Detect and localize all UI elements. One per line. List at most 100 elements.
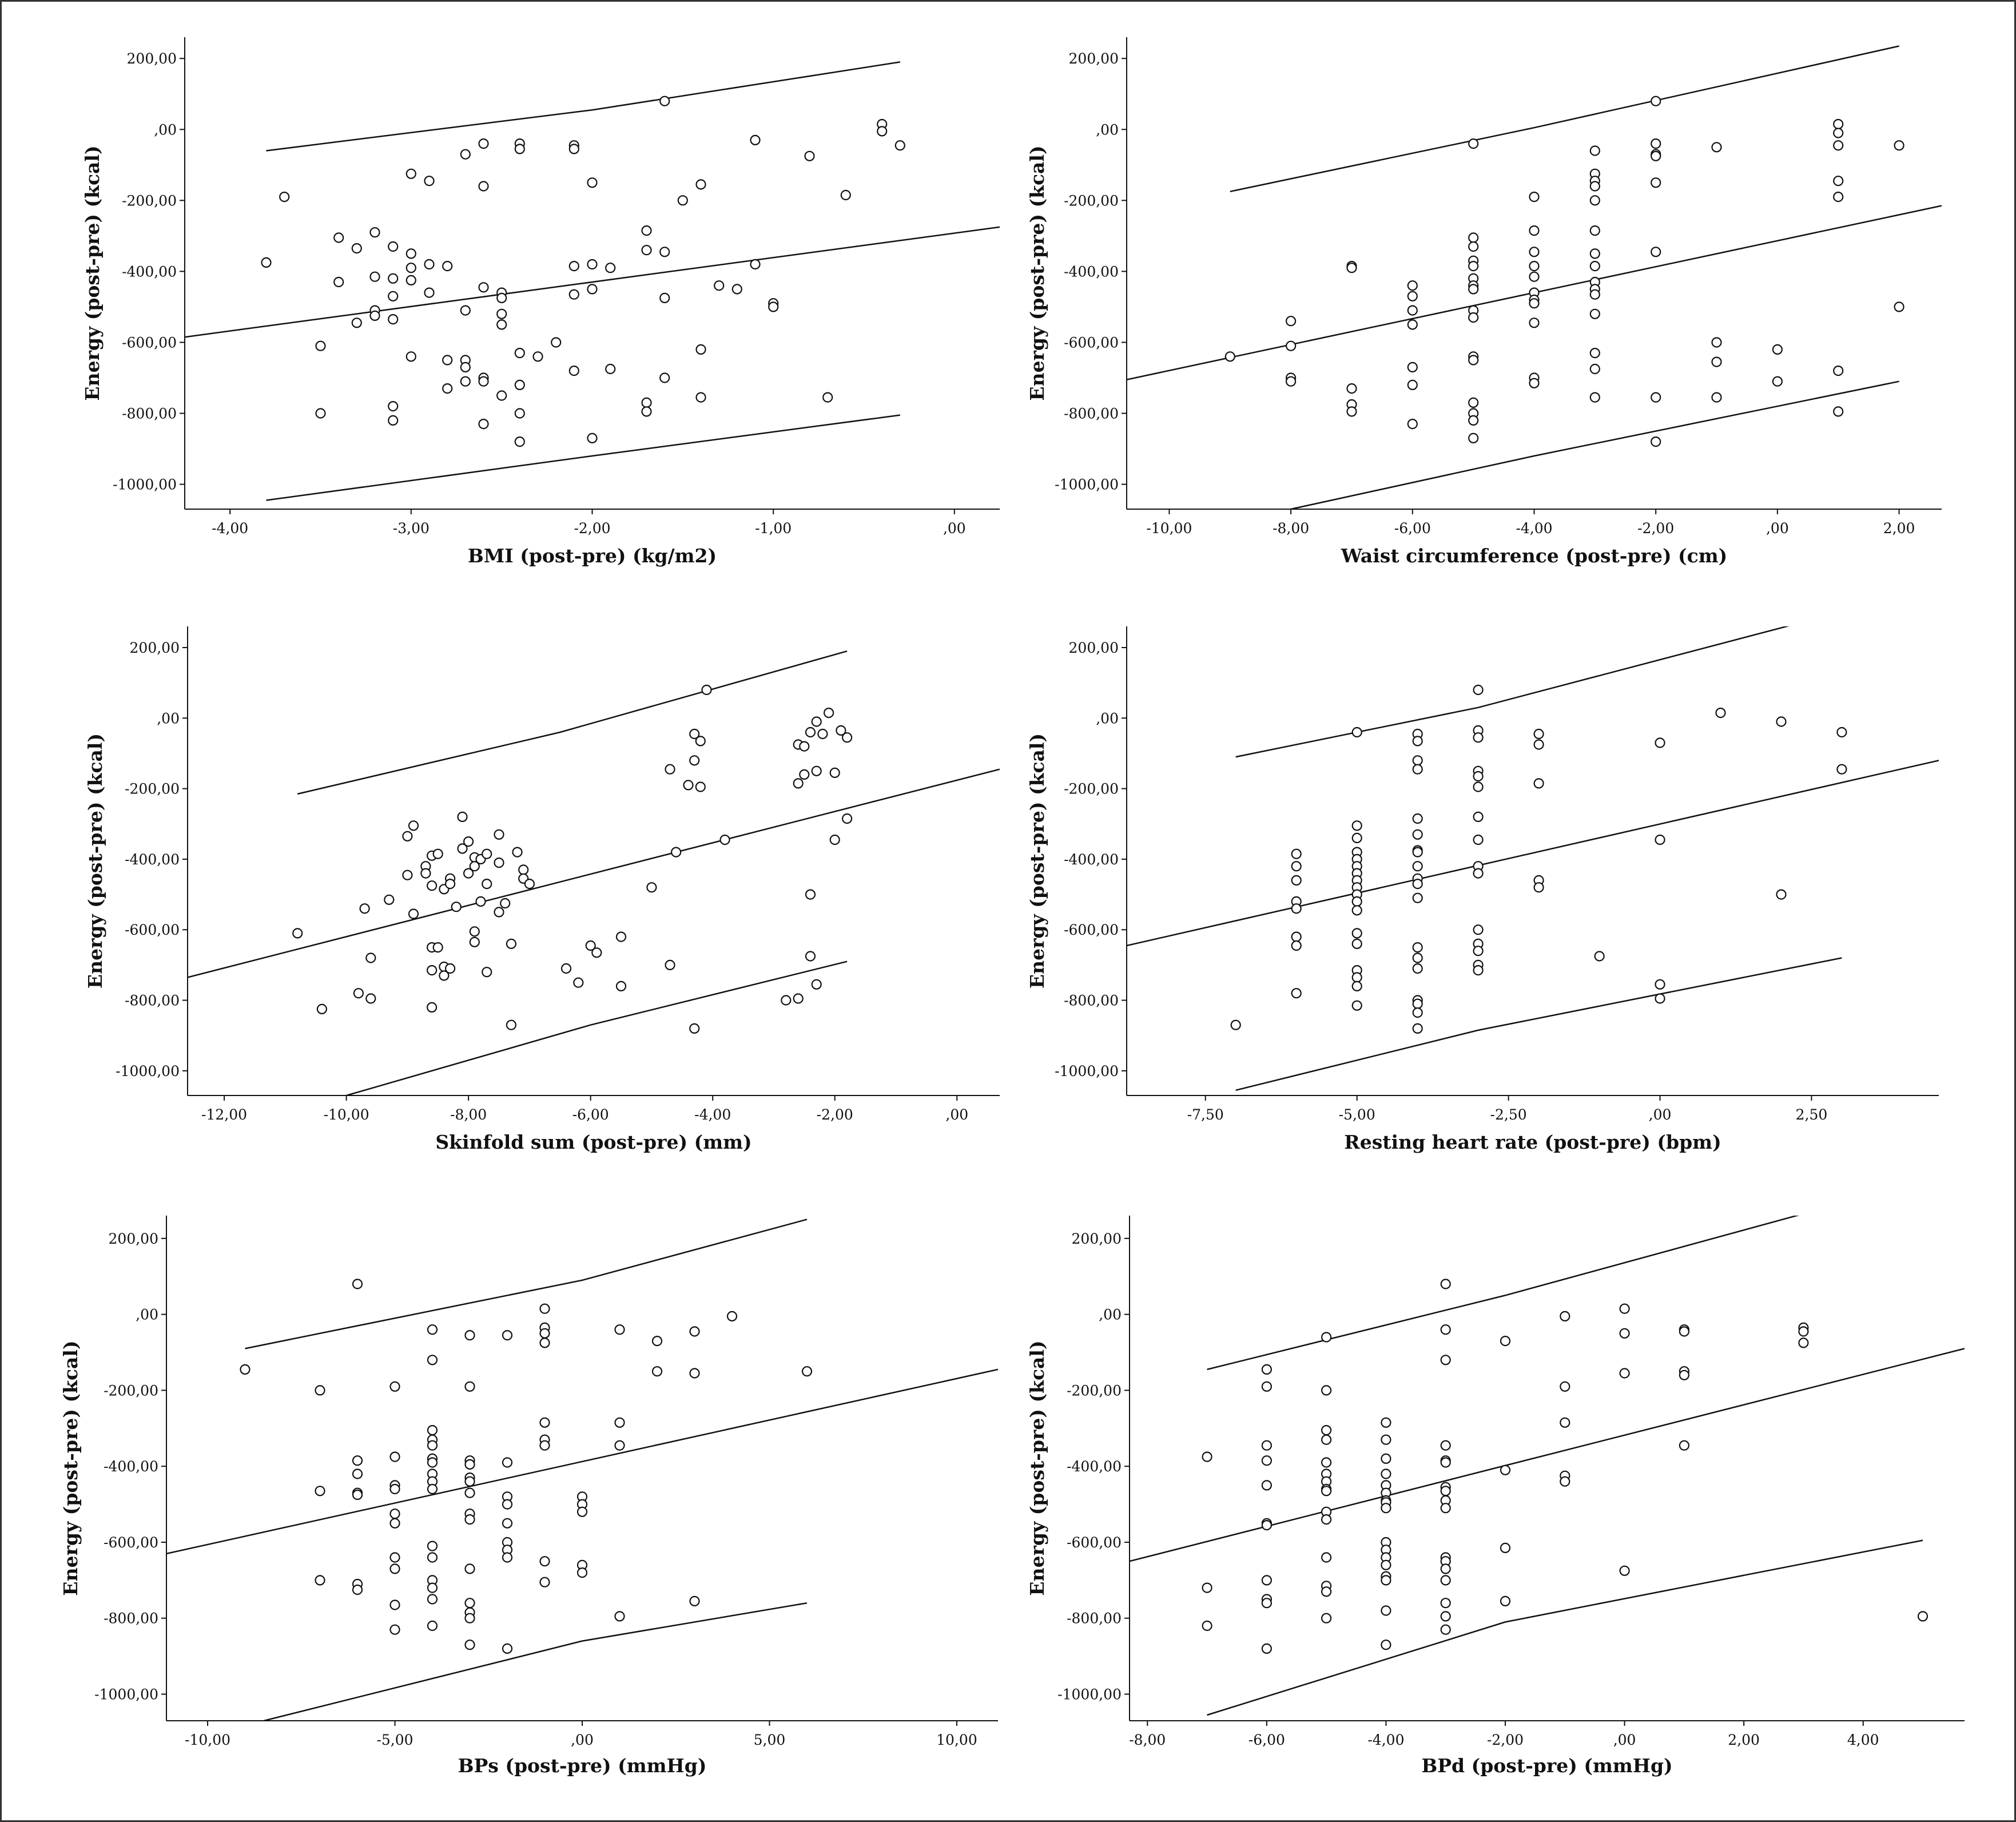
x-tick-label: ,00 — [1613, 1732, 1636, 1748]
x-tick-label: 2,00 — [1883, 520, 1915, 537]
data-point — [502, 1499, 513, 1510]
x-tick-label: ,00 — [943, 520, 966, 537]
data-point — [1711, 356, 1722, 367]
y-axis-title: Energy (post-pre) (kcal) — [81, 145, 104, 400]
data-point — [539, 1440, 550, 1451]
data-point — [1321, 1514, 1332, 1525]
x-tick-label: -4,00 — [694, 1106, 731, 1123]
data-point — [1407, 319, 1418, 330]
data-point — [1468, 355, 1479, 366]
y-tick-label: 200,00 — [1072, 1230, 1122, 1247]
data-point — [591, 947, 602, 958]
data-point — [793, 778, 804, 789]
data-point — [1412, 892, 1423, 903]
data-point — [1412, 879, 1423, 890]
data-point — [1381, 1575, 1391, 1586]
data-point — [641, 245, 652, 256]
y-tick-label: -800,00 — [122, 406, 177, 422]
data-point — [1286, 316, 1297, 327]
data-point — [1321, 1486, 1332, 1496]
data-point — [568, 144, 579, 154]
y-tick-label: -1000,00 — [116, 1063, 180, 1079]
data-point — [1261, 1598, 1272, 1609]
data-point — [388, 241, 399, 252]
y-tick-label: ,00 — [1099, 1307, 1122, 1323]
data-point — [615, 931, 627, 942]
data-point — [1798, 1326, 1809, 1337]
data-point — [514, 436, 525, 447]
data-point — [1651, 392, 1661, 403]
chart-bpd: 200,00 ,00 -200,00 -400,00 -600,00 -800,00 -10… — [1026, 1216, 1965, 1777]
data-point — [1407, 418, 1418, 430]
x-tick-label: -7,50 — [1187, 1106, 1224, 1123]
data-point — [677, 195, 688, 206]
data-point — [1589, 181, 1600, 192]
data-point — [408, 820, 419, 831]
x-axis-title: Skinfold sum (post-pre) (mm) — [435, 1131, 751, 1153]
data-point — [1833, 365, 1844, 376]
data-point — [1412, 998, 1423, 1009]
data-point — [1351, 727, 1362, 738]
lower-prediction-interval — [266, 414, 900, 501]
data-point — [460, 376, 471, 387]
data-point — [1468, 415, 1479, 426]
data-point — [1711, 392, 1722, 403]
data-point — [427, 1425, 438, 1436]
x-axis-title: Resting heart rate (post-pre) (bpm) — [1344, 1131, 1721, 1153]
data-point — [568, 261, 579, 272]
data-point — [1440, 1486, 1451, 1496]
data-point — [405, 275, 416, 285]
data-point — [1468, 138, 1479, 149]
data-point — [442, 261, 453, 272]
data-point — [768, 301, 779, 312]
data-point — [1291, 848, 1302, 859]
data-point — [1772, 376, 1783, 387]
data-point — [426, 964, 438, 976]
data-point — [1440, 1355, 1451, 1365]
regression-line — [185, 226, 1000, 338]
data-point — [1321, 1385, 1332, 1396]
data-point — [689, 728, 700, 740]
data-point — [352, 1584, 363, 1595]
data-point — [316, 1003, 328, 1015]
y-axis-title: Energy (post-pre) (kcal) — [59, 1340, 82, 1595]
data-point — [388, 313, 399, 325]
data-point — [464, 1487, 475, 1498]
data-point — [351, 243, 362, 254]
x-tick-label: -4,00 — [1516, 520, 1552, 537]
regression-line — [1130, 1348, 1965, 1562]
data-point — [539, 1577, 550, 1587]
y-tick-label: ,00 — [136, 1307, 158, 1323]
data-point — [1473, 868, 1484, 879]
data-point — [1440, 1279, 1451, 1289]
data-point — [405, 351, 416, 362]
data-point — [1500, 1464, 1511, 1475]
data-point — [689, 1023, 700, 1034]
data-point — [817, 728, 828, 740]
data-point — [1381, 1468, 1391, 1479]
data-point — [1224, 351, 1235, 362]
data-point — [1833, 140, 1844, 151]
data-point — [1346, 383, 1357, 394]
y-tick-label: -200,00 — [1064, 781, 1119, 797]
data-point — [1589, 392, 1600, 403]
data-point — [568, 365, 579, 376]
data-point — [1381, 1605, 1391, 1616]
data-point — [1321, 1434, 1332, 1445]
data-point — [464, 1598, 475, 1609]
data-point — [836, 725, 846, 736]
data-point — [460, 362, 471, 373]
data-point — [1412, 952, 1423, 963]
data-point — [514, 408, 525, 419]
data-point — [424, 259, 435, 270]
x-tick-label: -12,00 — [201, 1106, 247, 1123]
data-point — [292, 928, 303, 939]
x-tick-label: -4,00 — [1367, 1732, 1404, 1748]
x-axis-title: BPd (post-pre) (mmHg) — [1421, 1754, 1672, 1777]
data-point — [442, 355, 453, 366]
x-tick-label: -2,00 — [574, 520, 610, 537]
x-tick-label: -10,00 — [185, 1732, 230, 1748]
data-point — [514, 379, 525, 391]
data-point — [1412, 755, 1423, 766]
data-point — [1917, 1611, 1928, 1622]
